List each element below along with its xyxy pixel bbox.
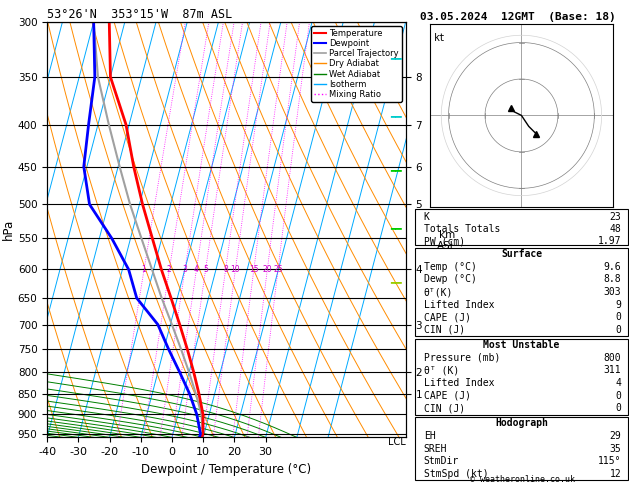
Text: 03.05.2024  12GMT  (Base: 18): 03.05.2024 12GMT (Base: 18) xyxy=(420,12,616,22)
Text: 8.8: 8.8 xyxy=(604,275,621,284)
Text: Pressure (mb): Pressure (mb) xyxy=(424,353,500,363)
Text: 5: 5 xyxy=(203,265,208,274)
Text: 29: 29 xyxy=(610,431,621,441)
Text: 35: 35 xyxy=(610,444,621,453)
Text: 1: 1 xyxy=(142,265,147,274)
Text: 4: 4 xyxy=(616,378,621,388)
Text: 23: 23 xyxy=(610,212,621,222)
Text: ━━: ━━ xyxy=(391,112,402,122)
Text: 800: 800 xyxy=(604,353,621,363)
Text: 8: 8 xyxy=(223,265,228,274)
Text: kt: kt xyxy=(434,34,446,43)
Text: CIN (J): CIN (J) xyxy=(424,325,465,335)
Text: EH: EH xyxy=(424,431,435,441)
Text: LCL: LCL xyxy=(388,437,406,448)
X-axis label: Dewpoint / Temperature (°C): Dewpoint / Temperature (°C) xyxy=(142,463,311,476)
Text: © weatheronline.co.uk: © weatheronline.co.uk xyxy=(470,474,574,484)
Text: 0: 0 xyxy=(616,312,621,322)
Text: 3: 3 xyxy=(182,265,187,274)
Text: 20: 20 xyxy=(262,265,272,274)
Text: Most Unstable: Most Unstable xyxy=(483,340,560,350)
Text: 25: 25 xyxy=(273,265,283,274)
Text: 0: 0 xyxy=(616,325,621,335)
Text: 10: 10 xyxy=(231,265,240,274)
Text: 1.97: 1.97 xyxy=(598,236,621,246)
Text: 303: 303 xyxy=(604,287,621,297)
Text: ━━: ━━ xyxy=(391,224,402,233)
Text: Lifted Index: Lifted Index xyxy=(424,300,494,310)
Text: ━━: ━━ xyxy=(391,277,402,287)
Text: 15: 15 xyxy=(249,265,259,274)
Text: 311: 311 xyxy=(604,365,621,375)
Text: 53°26'N  353°15'W  87m ASL: 53°26'N 353°15'W 87m ASL xyxy=(47,8,233,21)
Text: Lifted Index: Lifted Index xyxy=(424,378,494,388)
Text: ━━: ━━ xyxy=(391,53,402,63)
Legend: Temperature, Dewpoint, Parcel Trajectory, Dry Adiabat, Wet Adiabat, Isotherm, Mi: Temperature, Dewpoint, Parcel Trajectory… xyxy=(311,26,401,102)
Text: Temp (°C): Temp (°C) xyxy=(424,262,477,272)
Text: 12: 12 xyxy=(610,469,621,479)
Text: StmDir: StmDir xyxy=(424,456,459,466)
Text: 4: 4 xyxy=(194,265,199,274)
Text: 2: 2 xyxy=(167,265,172,274)
Text: 9: 9 xyxy=(616,300,621,310)
Text: θᵀ(K): θᵀ(K) xyxy=(424,287,453,297)
Text: 115°: 115° xyxy=(598,456,621,466)
Text: Dewp (°C): Dewp (°C) xyxy=(424,275,477,284)
Text: CAPE (J): CAPE (J) xyxy=(424,312,470,322)
Text: CAPE (J): CAPE (J) xyxy=(424,391,470,400)
Text: Totals Totals: Totals Totals xyxy=(424,224,500,234)
Text: K: K xyxy=(424,212,430,222)
Text: CIN (J): CIN (J) xyxy=(424,403,465,413)
Text: SREH: SREH xyxy=(424,444,447,453)
Text: ━━: ━━ xyxy=(391,165,402,175)
Text: 48: 48 xyxy=(610,224,621,234)
Text: PW (cm): PW (cm) xyxy=(424,236,465,246)
Text: θᵀ (K): θᵀ (K) xyxy=(424,365,459,375)
Text: Hodograph: Hodograph xyxy=(495,418,548,428)
Text: StmSpd (kt): StmSpd (kt) xyxy=(424,469,488,479)
Y-axis label: hPa: hPa xyxy=(2,219,15,240)
Y-axis label: km
ASL: km ASL xyxy=(437,230,457,251)
Text: Surface: Surface xyxy=(501,249,542,259)
Text: 0: 0 xyxy=(616,391,621,400)
Text: 0: 0 xyxy=(616,403,621,413)
Text: 9.6: 9.6 xyxy=(604,262,621,272)
